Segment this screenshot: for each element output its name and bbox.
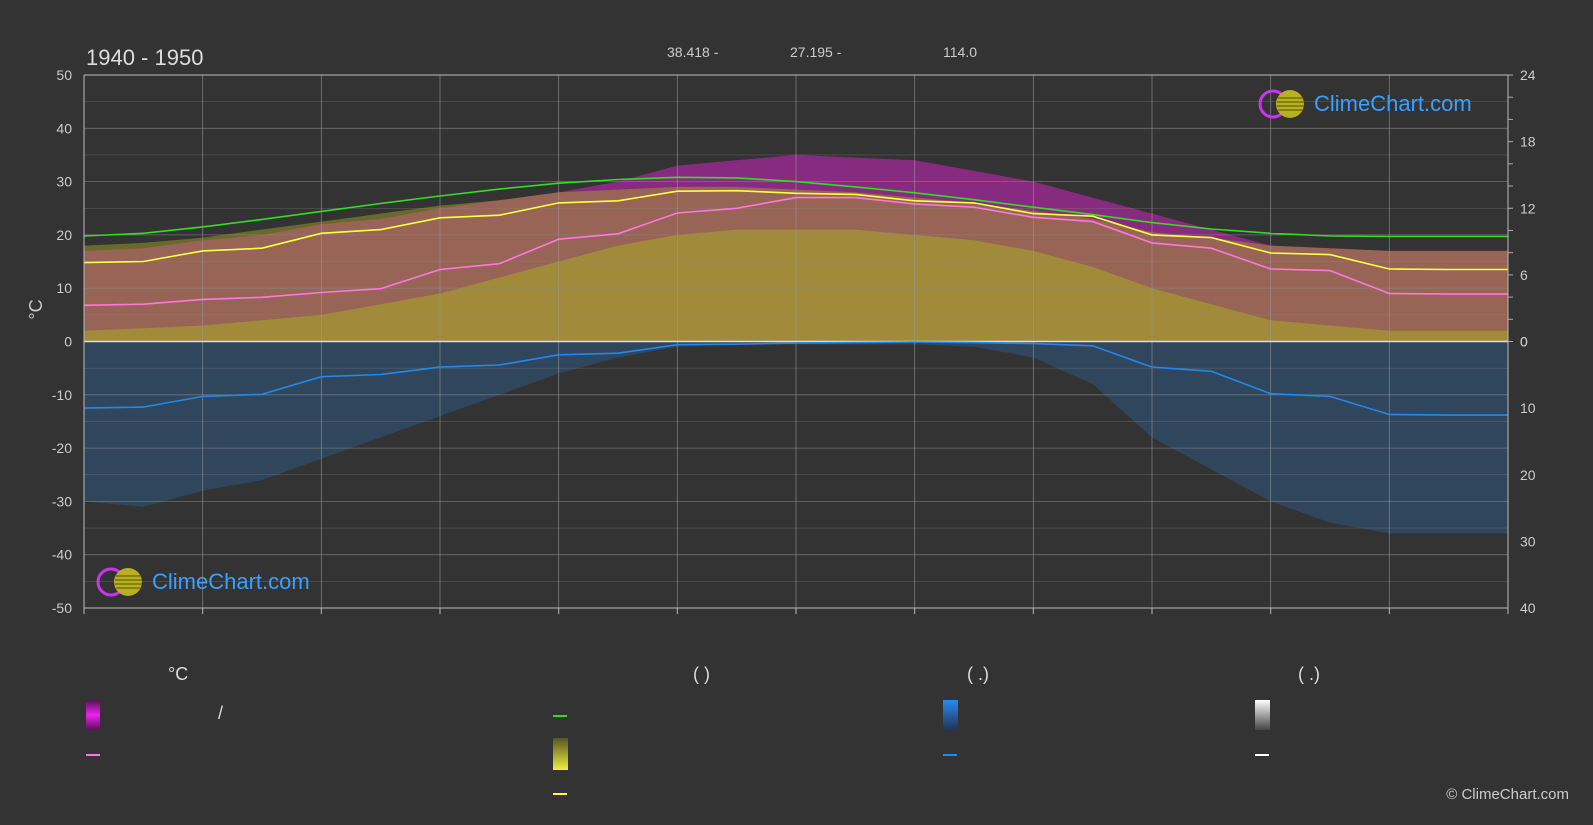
- y-left-tick-label: 30: [56, 174, 72, 190]
- y-right-bottom-tick-label: 40: [1520, 600, 1536, 616]
- legend-slash: /: [218, 703, 224, 723]
- logo-top[interactable]: ClimeChart.com: [1258, 88, 1472, 120]
- y-right-bottom-tick-label: 0: [1520, 334, 1528, 350]
- chart-grid: [83, 74, 1509, 609]
- y-left-tick-label: -40: [52, 547, 72, 563]
- legend-head-sun: ( ): [693, 664, 710, 684]
- legend-swatch-sun: [553, 738, 568, 770]
- legend-line-precip: [943, 754, 957, 756]
- legend-line-daylight: [553, 793, 567, 795]
- chart-lines: [83, 176, 1508, 416]
- y-right-bottom-tick-label: 20: [1520, 467, 1536, 483]
- header-value-1: 38.418 -: [667, 44, 719, 60]
- copyright: © ClimeChart.com: [1446, 786, 1569, 803]
- series-line-max_temp: [83, 196, 1508, 307]
- logo-icon: [1258, 89, 1304, 119]
- y-left-tick-label: 40: [56, 120, 72, 136]
- legend-swatch-temp-range: [86, 700, 100, 730]
- legend-line-max-temp: [86, 754, 100, 756]
- y-left-tick-label: -50: [52, 600, 72, 616]
- y-left-tick-label: 50: [56, 67, 72, 83]
- y-left-tick-label: -10: [52, 387, 72, 403]
- series-line-daylight: [83, 189, 1508, 271]
- logo-text: ClimeChart.com: [152, 569, 310, 594]
- chart-axes: 50403020100-10-20-30-40-50°C241812600102…: [26, 67, 1536, 616]
- series-line-sunshine: [83, 176, 1508, 238]
- legend-line-sunshine: [553, 715, 567, 717]
- y-left-tick-label: 20: [56, 227, 72, 243]
- y-left-tick-label: -30: [52, 493, 72, 509]
- y-left-tick-label: 10: [56, 280, 72, 296]
- y-right-bottom-tick-label: 30: [1520, 533, 1536, 549]
- y-right-bottom-tick-label: 10: [1520, 400, 1536, 416]
- legend-head-snow: ( .): [1298, 664, 1320, 684]
- legend-swatch-snow: [1255, 700, 1270, 730]
- legend-swatch-rain: [943, 700, 958, 730]
- y-right-top-tick-label: 24: [1520, 67, 1536, 83]
- y-right-top-tick-label: 6: [1520, 267, 1528, 283]
- y-right-top-tick-label: 0: [1520, 334, 1528, 350]
- legend-head-rain: ( .): [967, 664, 989, 684]
- logo-icon: [96, 567, 142, 597]
- series-line-precip: [83, 341, 1508, 416]
- logo-text: ClimeChart.com: [1314, 91, 1472, 116]
- y-left-tick-label: -20: [52, 440, 72, 456]
- legend-head-temp: °C: [168, 664, 189, 684]
- y-right-top-tick-label: 12: [1520, 200, 1536, 216]
- y-right-top-tick-label: 18: [1520, 134, 1536, 150]
- chart-title: 1940 - 1950: [86, 45, 204, 70]
- header-value-2: 27.195 -: [790, 44, 842, 60]
- y-left-tick-label: 0: [64, 334, 72, 350]
- legend-line-snow: [1255, 754, 1269, 756]
- header-value-3: 114.0: [943, 44, 977, 60]
- logo-bottom[interactable]: ClimeChart.com: [96, 566, 310, 598]
- y-left-axis-label: °C: [26, 299, 46, 319]
